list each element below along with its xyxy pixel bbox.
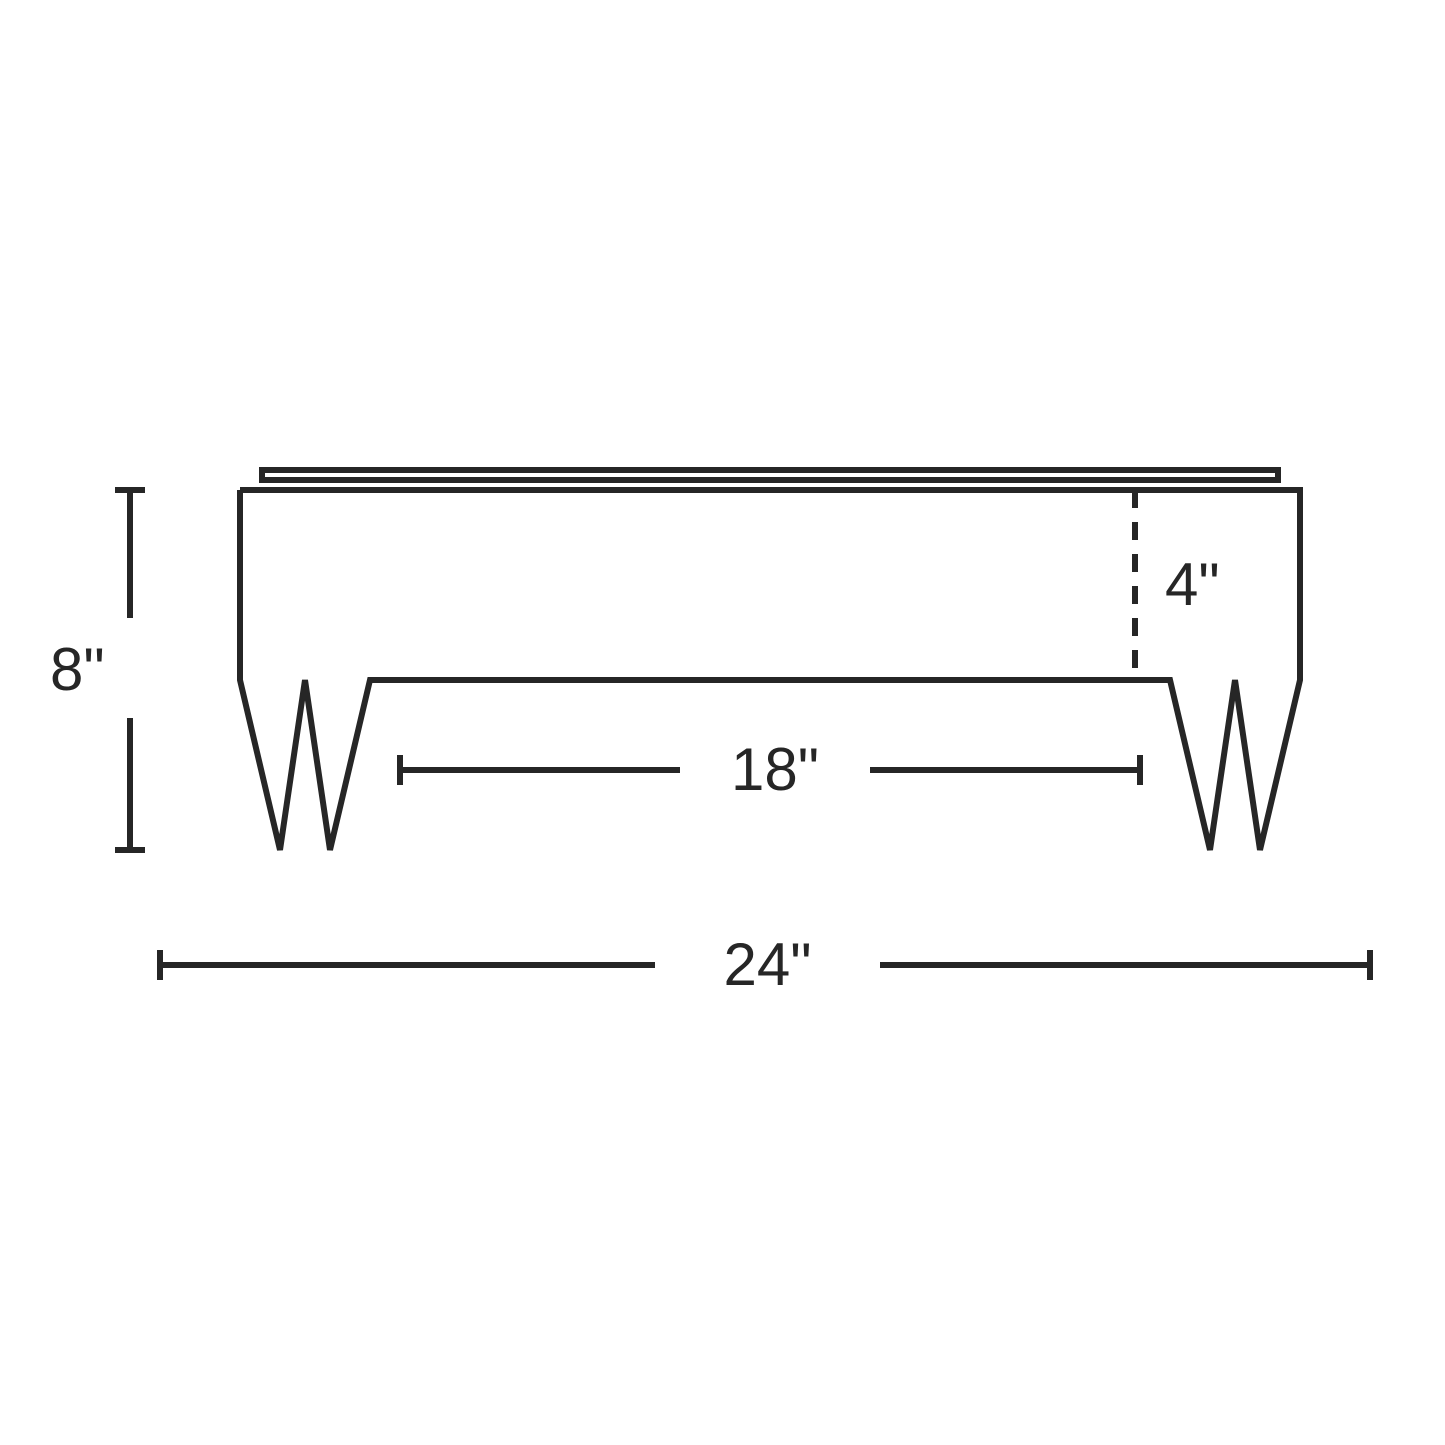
top-slab bbox=[262, 470, 1278, 480]
dimension-18in: 18" bbox=[400, 736, 1140, 803]
dim24-label: 24" bbox=[723, 931, 811, 998]
dimension-diagram: 8" 4" 18" 24" bbox=[0, 0, 1445, 1445]
dim4-label: 4" bbox=[1165, 551, 1220, 618]
dim8-label: 8" bbox=[50, 636, 105, 703]
dim18-label: 18" bbox=[731, 736, 819, 803]
dimension-4in: 4" bbox=[1120, 490, 1220, 680]
dimension-24in: 24" bbox=[160, 931, 1370, 998]
dimension-8in: 8" bbox=[50, 490, 145, 850]
